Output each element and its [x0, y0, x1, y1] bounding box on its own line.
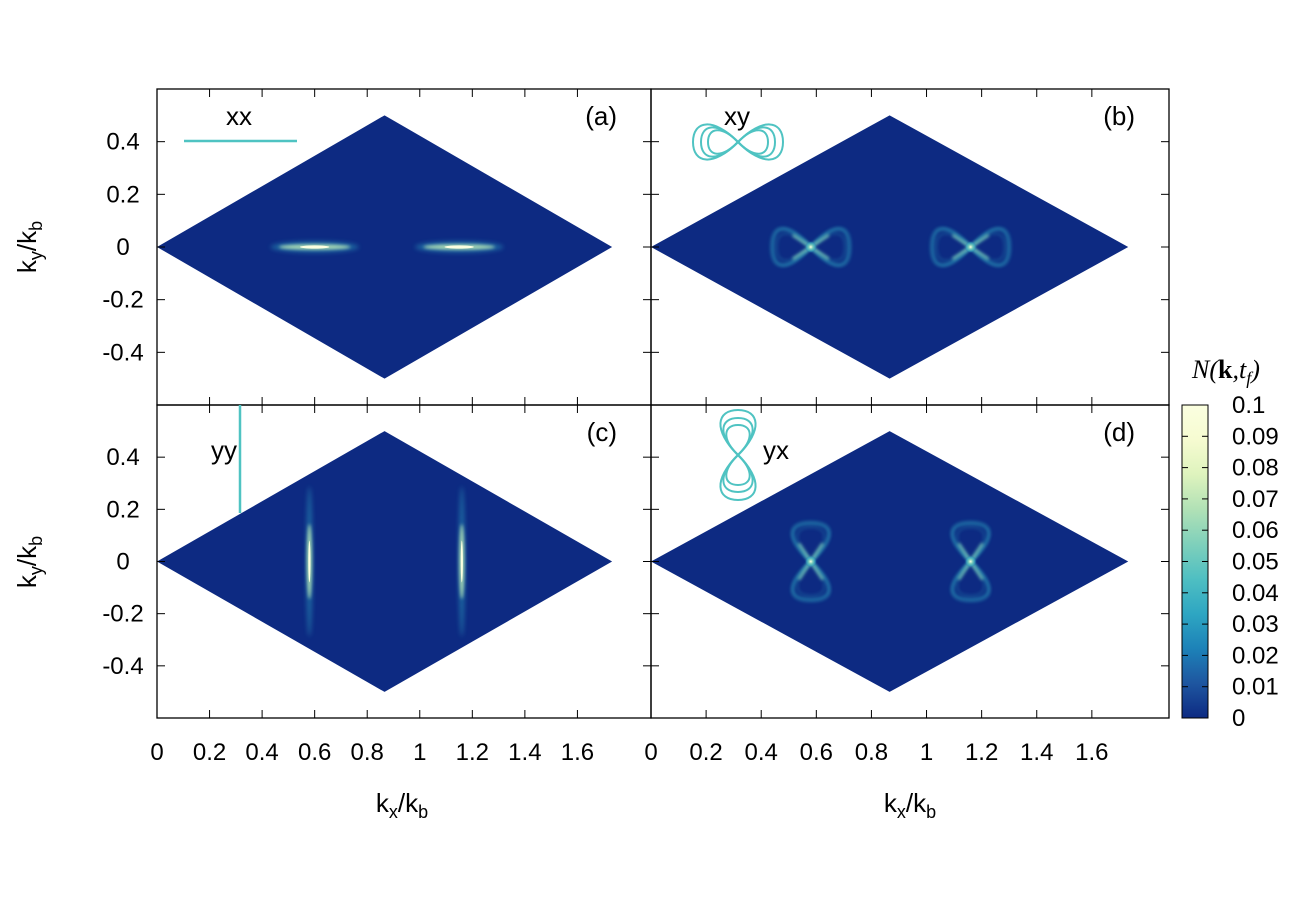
y-tick-label: -0.4 — [102, 339, 143, 366]
bowtie-center — [804, 241, 817, 253]
colorbar-tick-label: 0.1 — [1232, 392, 1265, 419]
y-tick-label: -0.2 — [102, 601, 143, 628]
y-tick-label: 0 — [116, 549, 129, 576]
legend-glyph — [719, 408, 757, 502]
y-tick-label: -0.2 — [102, 287, 143, 314]
feature-bowtie — [791, 520, 831, 603]
feature-peak — [460, 540, 463, 583]
x-tick-label: 1.4 — [1020, 739, 1053, 766]
panel-ticks — [650, 405, 1169, 718]
x-tick-label: 0.2 — [689, 739, 722, 766]
brillouin-zone — [157, 115, 613, 379]
y-tick-label: 0.2 — [106, 181, 139, 208]
x-tick-label: 0.4 — [745, 739, 778, 766]
y-axis-label-top: ky/kb — [12, 221, 46, 273]
brillouin-zone — [651, 431, 1129, 692]
brillouin-zone — [157, 431, 613, 692]
legend-label: yx — [763, 435, 789, 465]
colorbar-tick-label: 0.01 — [1232, 674, 1279, 701]
colorbar-tick-label: 0.05 — [1232, 549, 1279, 576]
legend-label: yy — [211, 435, 237, 465]
colorbar-tick-label: 0.08 — [1232, 455, 1279, 482]
colorbar-tick-label: 0.06 — [1232, 517, 1279, 544]
colorbar-tick-label: 0 — [1232, 705, 1245, 732]
y-tick-label: 0.2 — [106, 496, 139, 523]
y-axis-label-bottom-text: ky/kb — [12, 536, 46, 588]
y-tick-label: -0.4 — [102, 653, 143, 680]
bowtie-center — [804, 555, 817, 568]
x-tick-label: 1 — [413, 739, 426, 766]
x-axis-label-right: kx/kb — [884, 788, 936, 822]
panel-letter: (d) — [1103, 417, 1135, 447]
colorbar: 0.10.090.080.070.060.050.040.030.020.010… — [1181, 355, 1279, 732]
x-tick-label: 0.8 — [351, 739, 384, 766]
colorbar-tick-label: 0.04 — [1232, 580, 1279, 607]
panel-letter: (c) — [587, 417, 617, 447]
x-axis-label-left: kx/kb — [376, 788, 428, 822]
x-tick-label: 0.6 — [800, 739, 833, 766]
colorbar-tick-label: 0.02 — [1232, 642, 1279, 669]
colorbar-tick-label: 0.07 — [1232, 486, 1279, 513]
panel-letter: (a) — [585, 101, 617, 131]
legend-label: xx — [226, 101, 252, 131]
x-tick-label: 1.6 — [561, 739, 594, 766]
legend: xx — [184, 101, 297, 143]
x-tick-label: 0.4 — [245, 739, 278, 766]
feature-bowtie — [950, 520, 991, 603]
x-tick-label: 0.2 — [193, 739, 226, 766]
feature-peak — [444, 245, 474, 249]
legend: yy — [211, 405, 242, 513]
legend-glyph — [691, 123, 785, 161]
panel-ticks — [650, 89, 1169, 405]
x-tick-label: 1.2 — [456, 739, 489, 766]
panel-d — [651, 431, 1129, 692]
panel-ticks — [156, 89, 651, 405]
colorbar-tick-label: 0.03 — [1232, 611, 1279, 638]
x-tick-label: 0 — [150, 739, 163, 766]
legend-glyph-loop — [725, 423, 751, 487]
bowtie-center — [964, 241, 977, 253]
legend: yx — [719, 408, 789, 502]
panels-layer — [157, 115, 1129, 692]
x-tick-label: 0 — [644, 739, 657, 766]
feature-peak — [308, 540, 311, 583]
feature-bowtie — [929, 227, 1012, 267]
legend-glyph-loop — [706, 129, 770, 155]
x-tick-label: 1.6 — [1075, 739, 1108, 766]
y-axis-label-bottom: ky/kb — [12, 536, 46, 588]
feature-peak — [299, 245, 330, 249]
x-tick-label: 0.6 — [298, 739, 331, 766]
y-tick-label: 0.4 — [106, 129, 139, 156]
axes-layer: 0.4 0.2 0 -0.2 -0.4 (a) xx (b) xy 0.4 0.2 0 -0.2 -0.4… — [102, 88, 1170, 766]
x-tick-label: 1.2 — [965, 739, 998, 766]
panel-b — [651, 115, 1129, 379]
x-tick-label: 1 — [920, 739, 933, 766]
panel-a — [157, 115, 613, 379]
legend: xy — [691, 101, 785, 161]
panel-c — [157, 431, 613, 692]
feature-bowtie — [769, 227, 852, 267]
bowtie-center — [964, 555, 977, 568]
colorbar-title: N(k,tf) — [1191, 355, 1260, 388]
y-tick-label: 0.4 — [106, 444, 139, 471]
colorbar-tick-label: 0.09 — [1232, 423, 1279, 450]
x-tick-label: 0.8 — [855, 739, 888, 766]
x-tick-label: 1.4 — [508, 739, 541, 766]
y-axis-label-top-text: ky/kb — [12, 221, 46, 273]
panel-ticks — [156, 405, 651, 718]
brillouin-zone — [651, 115, 1129, 379]
legend-label: xy — [724, 101, 750, 131]
y-tick-label: 0 — [116, 234, 129, 261]
colorbar-ticks: 0.1 0.09 0.08 0.07 0.06 0.05 0.04 0.03 0.02 0.01 0 — [1182, 392, 1279, 732]
panel-letter: (b) — [1103, 101, 1135, 131]
